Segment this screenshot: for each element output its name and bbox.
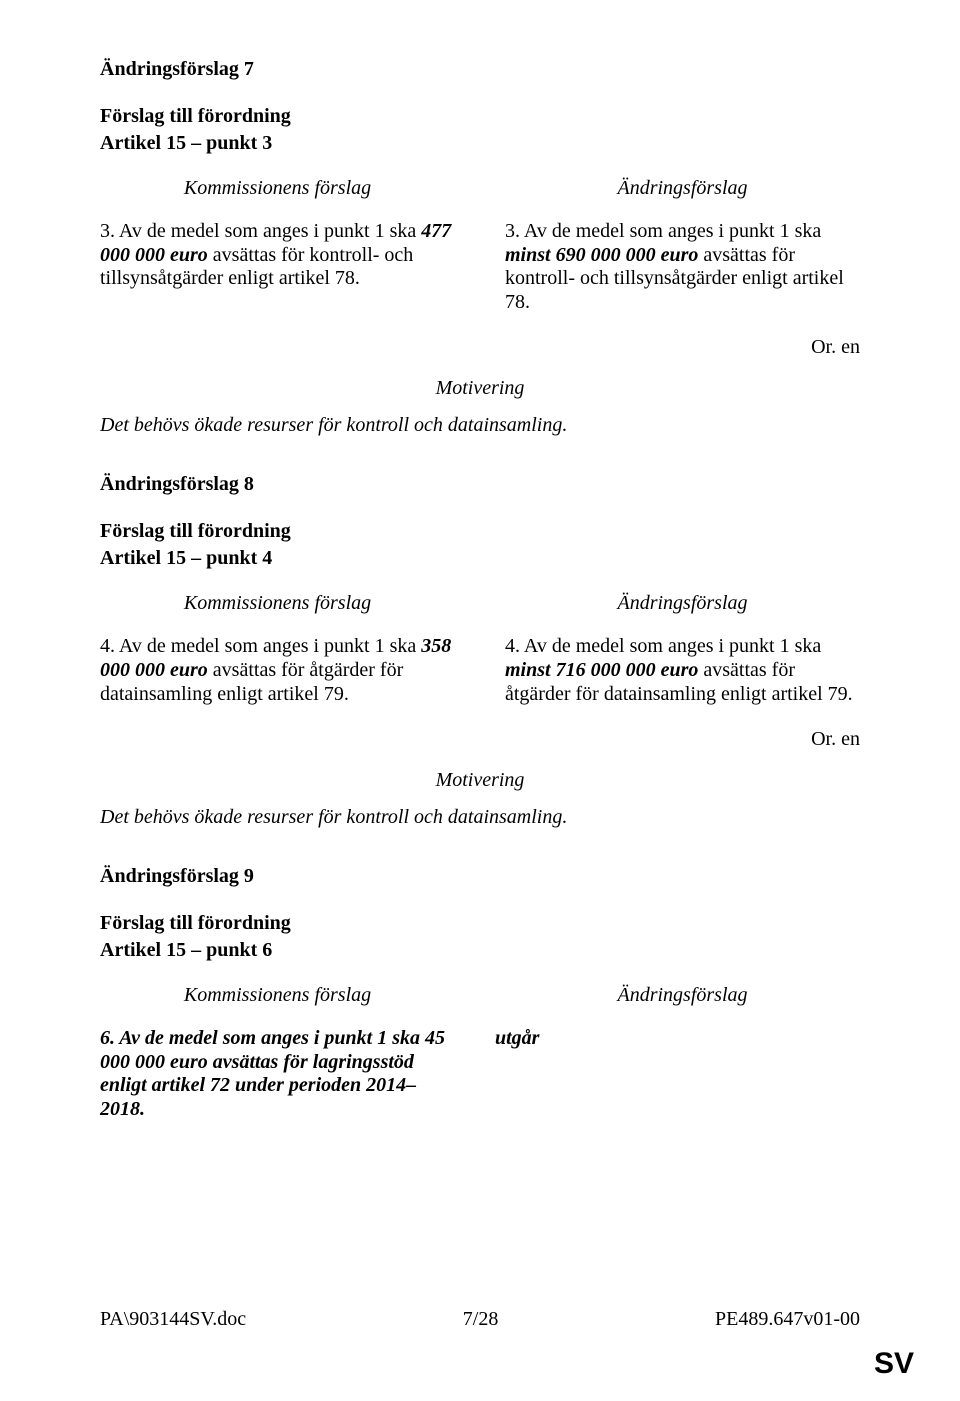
right-full-text: utgår [495, 1027, 850, 1051]
article-label: Artikel 15 – punkt 3 [100, 132, 860, 155]
language-code: SV [874, 1347, 914, 1381]
right-column-head: Ändringsförslag [505, 177, 860, 200]
right-pre: 4. Av de medel som anges i punkt 1 ska [505, 635, 821, 657]
right-emph: minst 690 000 000 euro [505, 244, 698, 266]
footer-left: PA\903144SV.doc [100, 1308, 246, 1331]
amendment-heading: Ändringsförslag 7 [100, 58, 860, 81]
article-label: Artikel 15 – punkt 4 [100, 547, 860, 570]
amendment-number: 8 [244, 473, 254, 495]
right-pre: 3. Av de medel som anges i punkt 1 ska [505, 220, 821, 242]
right-column-head: Ändringsförslag [505, 984, 860, 1007]
utgar-row: 6. Av de medel som anges i punkt 1 ska 4… [100, 1027, 860, 1121]
right-column: utgår [495, 1027, 850, 1121]
proposal-label: Förslag till förordning [100, 912, 860, 935]
amendment-label: Ändringsförslag [100, 58, 239, 80]
left-pre: 3. Av de medel som anges i punkt 1 ska [100, 220, 421, 242]
or-en-label: Or. en [100, 336, 860, 359]
amendment-heading: Ändringsförslag 9 [100, 865, 860, 888]
right-column-text: 4. Av de medel som anges i punkt 1 ska m… [505, 635, 860, 706]
footer-right: PE489.647v01-00 [715, 1308, 860, 1331]
amendment-heading: Ändringsförslag 8 [100, 473, 860, 496]
proposal-label: Förslag till förordning [100, 520, 860, 543]
proposal-label: Förslag till förordning [100, 105, 860, 128]
spacer [100, 87, 860, 105]
footer-center: 7/28 [463, 1308, 499, 1331]
amendment-label: Ändringsförslag [100, 865, 239, 887]
left-column-head: Kommissionens förslag [100, 984, 455, 1007]
two-column-row: Kommissionens förslag Ändringsförslag [100, 984, 860, 1027]
left-column-head: Kommissionens förslag [100, 592, 455, 615]
motivering-text: Det behövs ökade resurser för kontroll o… [100, 806, 860, 829]
motivering-text: Det behövs ökade resurser för kontroll o… [100, 414, 860, 437]
left-column-text: 3. Av de medel som anges i punkt 1 ska 4… [100, 220, 455, 291]
amendment-number: 9 [244, 865, 254, 887]
right-column-text: 3. Av de medel som anges i punkt 1 ska m… [505, 220, 860, 314]
motivering-label: Motivering [100, 769, 860, 792]
amendment-block-7: Ändringsförslag 7 Förslag till förordnin… [100, 58, 860, 437]
right-column-head: Ändringsförslag [505, 592, 860, 615]
amendment-block-8: Ändringsförslag 8 Förslag till förordnin… [100, 473, 860, 829]
article-label: Artikel 15 – punkt 6 [100, 939, 860, 962]
left-column: Kommissionens förslag 4. Av de medel som… [100, 592, 455, 706]
right-column: Ändringsförslag 4. Av de medel som anges… [505, 592, 860, 706]
two-column-row: Kommissionens förslag 4. Av de medel som… [100, 592, 860, 706]
left-column-head: Kommissionens förslag [100, 177, 455, 200]
two-column-row: Kommissionens förslag 3. Av de medel som… [100, 177, 860, 314]
right-column: Ändringsförslag 3. Av de medel som anges… [505, 177, 860, 314]
spacer [100, 502, 860, 520]
or-en-label: Or. en [100, 728, 860, 751]
amendment-number: 7 [244, 58, 254, 80]
left-full-text: 6. Av de medel som anges i punkt 1 ska 4… [100, 1027, 455, 1121]
right-emph: minst 716 000 000 euro [505, 659, 698, 681]
left-column-text: 4. Av de medel som anges i punkt 1 ska 3… [100, 635, 455, 706]
left-column: 6. Av de medel som anges i punkt 1 ska 4… [100, 1027, 455, 1121]
document-page: Ändringsförslag 7 Förslag till förordnin… [0, 0, 960, 1401]
left-column: Kommissionens förslag 3. Av de medel som… [100, 177, 455, 314]
right-column: Ändringsförslag [505, 984, 860, 1027]
left-pre: 4. Av de medel som anges i punkt 1 ska [100, 635, 421, 657]
spacer [100, 894, 860, 912]
left-column: Kommissionens förslag [100, 984, 455, 1027]
page-footer: PA\903144SV.doc 7/28 PE489.647v01-00 [100, 1308, 860, 1331]
motivering-label: Motivering [100, 377, 860, 400]
amendment-label: Ändringsförslag [100, 473, 239, 495]
amendment-block-9: Ändringsförslag 9 Förslag till förordnin… [100, 865, 860, 1121]
